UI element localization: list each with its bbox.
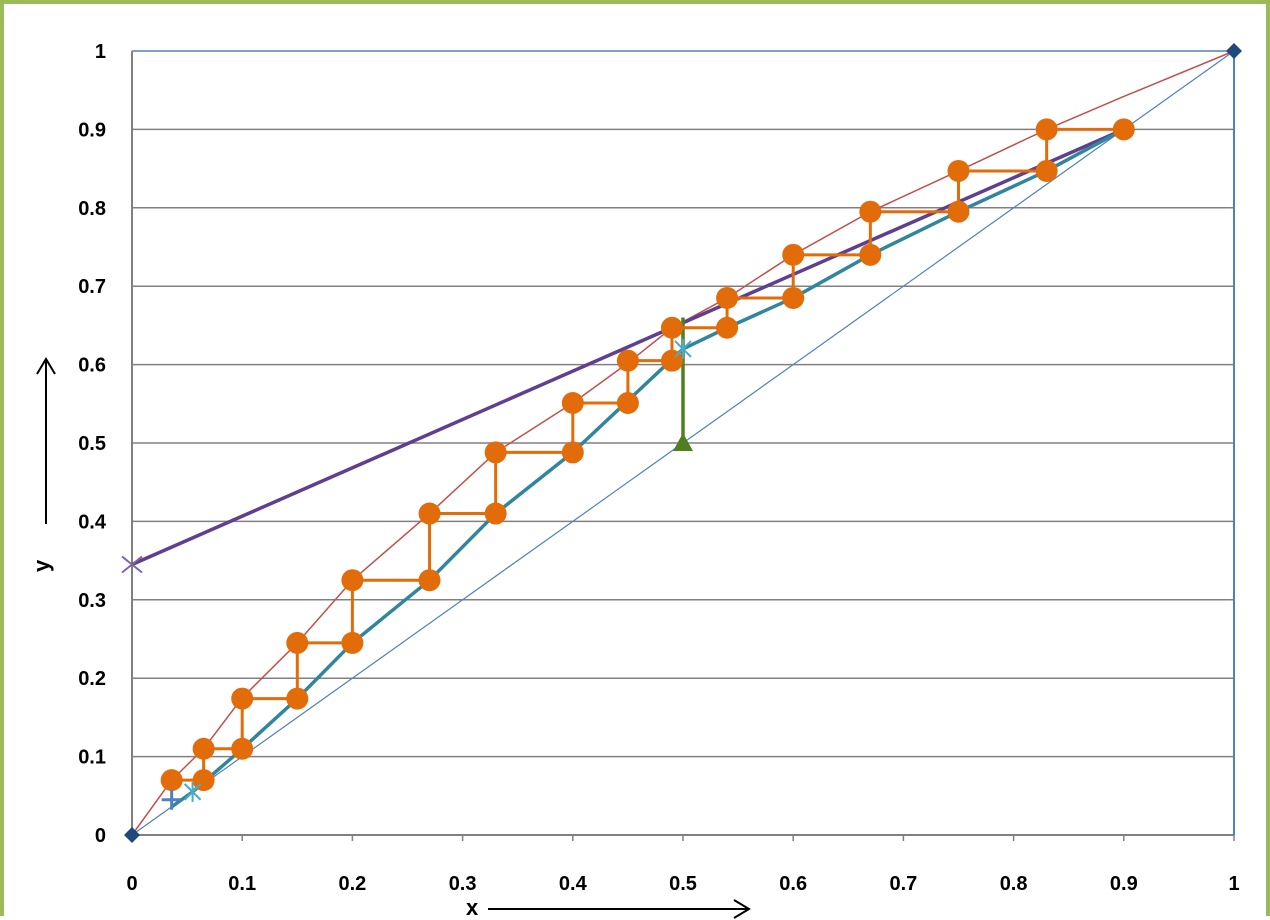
stage-point bbox=[1112, 118, 1135, 141]
stage-point bbox=[231, 687, 254, 710]
tick-layer: 0 0.1 0.2 0.3 0.4 0.5 0.6 0.7 0.8 0.9 1 0 0.1 0.2 0.3 0… bbox=[78, 41, 1239, 895]
x-tick-label: 0.2 bbox=[338, 873, 366, 895]
stage-point bbox=[341, 569, 364, 592]
stage-point bbox=[859, 200, 882, 223]
stage-point bbox=[484, 441, 507, 464]
stage-point bbox=[716, 316, 739, 339]
x-axis-label: x bbox=[466, 895, 479, 920]
top-right-marker bbox=[1226, 43, 1242, 59]
stage-point bbox=[286, 631, 309, 654]
chart-svg: 0 0.1 0.2 0.3 0.4 0.5 0.6 0.7 0.8 0.9 1 0 0.1 0.2 0.3 0… bbox=[29, 41, 1242, 920]
stage-point bbox=[418, 502, 441, 525]
y-axis-arrowhead bbox=[36, 357, 56, 375]
intercept-marker bbox=[121, 555, 143, 574]
stage-point bbox=[660, 316, 683, 339]
y-tick-label: 0.1 bbox=[78, 747, 106, 769]
stage-point bbox=[192, 737, 215, 760]
stripping-star-2 bbox=[183, 781, 202, 802]
stage-point bbox=[418, 569, 441, 592]
origin-marker bbox=[124, 827, 140, 843]
stage-point bbox=[947, 159, 970, 182]
stripping-star-1 bbox=[674, 338, 692, 359]
annotation-layer: x y bbox=[29, 357, 751, 920]
x-tick-label: 0.4 bbox=[559, 873, 588, 895]
stage-point bbox=[561, 441, 584, 464]
stage-point bbox=[341, 631, 364, 654]
stage-point bbox=[782, 243, 805, 266]
stage-point bbox=[1035, 118, 1058, 141]
stage-point bbox=[616, 349, 639, 372]
bottoms-plus bbox=[161, 789, 182, 810]
x-tick-label: 0.3 bbox=[449, 873, 477, 895]
y-tick-label: 0.5 bbox=[78, 433, 106, 455]
x-tick-label: 1 bbox=[1228, 873, 1239, 895]
stage-point bbox=[616, 392, 639, 415]
stage-point bbox=[231, 737, 254, 760]
y-tick-label: 0.7 bbox=[78, 276, 106, 298]
feed-marker bbox=[673, 433, 693, 451]
stage-point bbox=[160, 769, 183, 792]
x-tick-label: 0.1 bbox=[228, 873, 256, 895]
y-tick-label: 0 bbox=[95, 825, 106, 847]
x-tick-label: 0.6 bbox=[779, 873, 807, 895]
series-layer bbox=[131, 50, 1235, 836]
y-tick-label: 0.3 bbox=[78, 590, 106, 612]
y-tick-label: 0.8 bbox=[78, 198, 106, 220]
y-axis-label: y bbox=[29, 559, 54, 572]
stage-point bbox=[484, 502, 507, 525]
stage-point bbox=[561, 392, 584, 415]
x-tick-label: 0.5 bbox=[669, 873, 697, 895]
stage-point bbox=[782, 286, 805, 309]
x-tick-label: 0.8 bbox=[1000, 873, 1028, 895]
marker-layer bbox=[121, 43, 1242, 843]
stage-point bbox=[716, 286, 739, 309]
stage-point bbox=[859, 243, 882, 266]
x-tick-label: 0.9 bbox=[1110, 873, 1138, 895]
x-tick-label: 0.7 bbox=[889, 873, 917, 895]
y-tick-label: 1 bbox=[95, 41, 106, 63]
y-tick-label: 0.6 bbox=[78, 355, 106, 377]
y-tick-label: 0.9 bbox=[78, 119, 106, 141]
stage-point bbox=[1035, 159, 1058, 182]
stage-point bbox=[947, 200, 970, 223]
stage-point bbox=[286, 687, 309, 710]
y-tick-label: 0.4 bbox=[78, 511, 107, 533]
rectifying-line-line bbox=[131, 127, 1125, 567]
y-tick-label: 0.2 bbox=[78, 668, 106, 690]
x-axis-arrowhead bbox=[733, 899, 751, 919]
x-tick-label: 0 bbox=[126, 873, 137, 895]
